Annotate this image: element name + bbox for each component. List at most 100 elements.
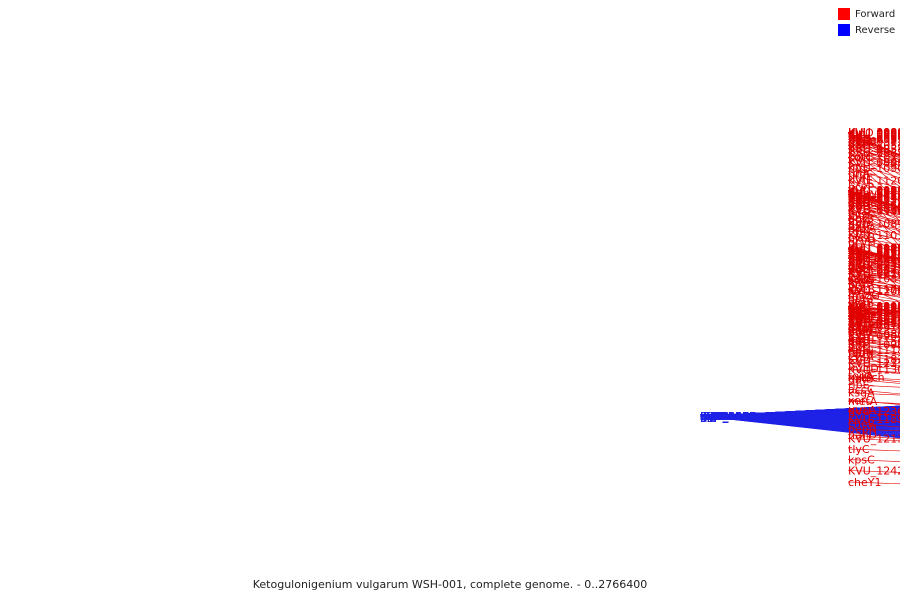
gene-label[interactable]: pntB — [700, 410, 726, 423]
gene-label[interactable]: KVU_1018 — [848, 131, 900, 144]
gene-label[interactable]: mnmA — [848, 133, 884, 146]
gene-label[interactable]: KVU_1013 — [848, 129, 900, 142]
gene-label[interactable]: KVU_0996 — [700, 410, 756, 423]
gene-label[interactable]: KVU_1212 — [700, 410, 756, 423]
gene-label[interactable]: KVU_0943 — [848, 308, 900, 321]
gene-label[interactable]: KVU_0935 — [700, 410, 756, 423]
gene-label[interactable]: sufS — [700, 410, 724, 423]
gene-label[interactable]: clpX — [700, 410, 724, 423]
gene-label[interactable]: KVU_1017 — [848, 188, 900, 201]
gene-label[interactable]: tlyC — [848, 443, 870, 456]
gene-label[interactable]: KVU_1208 — [848, 285, 900, 298]
gene-label[interactable]: cheY1 — [848, 476, 882, 489]
gene-label[interactable]: gcvT — [848, 290, 875, 303]
gene-label[interactable]: sufD — [848, 310, 873, 323]
gene-label[interactable]: hisI — [700, 410, 719, 423]
gene-label[interactable]: KVU_0909 — [848, 330, 900, 343]
gene-label[interactable]: xerC — [848, 394, 873, 407]
gene-label[interactable]: rpsI — [700, 410, 720, 423]
gene-label[interactable]: hmuT — [848, 325, 880, 338]
gene-label[interactable]: KVU_1130 — [848, 364, 900, 377]
gene-label[interactable]: KVU_1070 — [848, 320, 900, 333]
gene-label[interactable]: dnaG — [700, 410, 729, 423]
gene-label[interactable]: polC — [700, 410, 725, 423]
gene-label[interactable]: KVU_0953 — [848, 304, 900, 317]
gene-label[interactable]: KVU_1103 — [700, 410, 756, 423]
gene-label[interactable]: iunH — [848, 324, 873, 337]
gene-label[interactable]: KVU_1054 — [848, 256, 900, 269]
gene-label[interactable]: plsX — [848, 231, 872, 244]
gene-label[interactable]: KVU_1191 — [700, 410, 756, 423]
gene-label[interactable]: KVU_1006 — [848, 126, 900, 139]
gene-label[interactable]: KVU_0927 — [848, 314, 900, 327]
gene-label[interactable]: ddpB — [700, 410, 729, 423]
gene-label[interactable]: KVU_1242 — [848, 465, 900, 478]
gene-label[interactable]: KVU_1002 — [848, 244, 900, 257]
gene-label[interactable]: glcB — [700, 410, 724, 423]
gene-label[interactable]: KVU_1012 — [848, 186, 900, 199]
gene-label[interactable]: nlpE1 — [848, 252, 879, 265]
gene-label[interactable]: KVU_1138 — [700, 410, 756, 423]
gene-label[interactable]: KVU_1044 — [700, 410, 756, 423]
gene-label[interactable]: KVU_1060 — [700, 410, 756, 423]
gene-label[interactable]: ksgA — [848, 387, 875, 400]
gene-label[interactable]: lpsB — [848, 312, 871, 325]
gene-label[interactable]: hfq — [848, 161, 866, 174]
gene-label[interactable]: KVU_1072 — [700, 410, 756, 423]
gene-label[interactable]: KVU_1062 — [848, 203, 900, 216]
gene-label[interactable]: KVU_0944 — [848, 191, 900, 204]
gene-label[interactable]: KVU_0981 — [700, 410, 756, 423]
gene-label[interactable]: KVU_0916 — [848, 205, 900, 218]
gene-label[interactable]: KVU_1136 — [848, 204, 900, 217]
gene-label[interactable]: phrB — [848, 212, 874, 225]
gene-label[interactable]: KVU_1170 — [848, 283, 900, 296]
gene-label[interactable]: kdtA — [848, 262, 874, 275]
gene-label[interactable]: KVU_0907 — [700, 410, 756, 423]
gene-label[interactable]: KVU_1115 — [700, 410, 756, 423]
gene-label[interactable]: KVU_1154 — [700, 410, 756, 423]
gene-label[interactable]: KVU_1023 — [848, 247, 900, 260]
gene-label[interactable]: KVU_1082 — [700, 410, 756, 423]
gene-label[interactable]: KVU_1121 — [700, 410, 756, 423]
gene-label[interactable]: KVU_1058 — [700, 410, 756, 423]
gene-label[interactable]: KVU_1024 — [848, 190, 900, 203]
gene-label[interactable]: KVU_0925 — [848, 263, 900, 276]
gene-label[interactable]: KVU_1056 — [848, 199, 900, 212]
gene-label[interactable]: trgB — [700, 410, 723, 423]
gene-label[interactable]: KVU_0987 — [848, 301, 900, 314]
gene-label[interactable]: KVU_1248 — [700, 410, 756, 423]
gene-label[interactable]: pntA — [700, 410, 726, 423]
gene-label[interactable]: KVU_0997 — [700, 410, 756, 423]
gene-label[interactable]: KVU_1025 — [700, 410, 756, 423]
gene-label[interactable]: hipO — [848, 127, 874, 140]
gene-label[interactable]: KVU_0958 — [848, 249, 900, 262]
gene-label[interactable]: KVU_0979 — [700, 410, 756, 423]
gene-label[interactable]: KVU_1176 — [700, 410, 756, 423]
gene-label[interactable]: KVU_1063 — [700, 410, 756, 423]
gene-label[interactable]: KVU_0968 — [848, 129, 900, 142]
gene-label[interactable]: guaA — [848, 404, 877, 417]
gene-label[interactable]: oppD — [700, 410, 729, 423]
gene-label[interactable]: KVU_0966 — [848, 131, 900, 144]
gene-label[interactable]: kpsS — [848, 297, 874, 310]
gene-label[interactable]: sufC — [700, 410, 725, 423]
gene-label[interactable]: pepA — [700, 410, 729, 423]
gene-label[interactable]: qacE — [848, 139, 875, 152]
gene-label[interactable]: KVU_0964 — [700, 410, 756, 423]
gene-label[interactable]: KVU_1119 — [700, 410, 756, 423]
gene-label[interactable]: KVU_1199 — [700, 410, 756, 423]
gene-label[interactable]: codAb — [848, 318, 882, 331]
gene-label[interactable]: cheB — [700, 410, 727, 423]
gene-label[interactable]: smvA — [700, 410, 731, 423]
gene-label[interactable]: KVU_1071 — [848, 152, 900, 165]
gene-label[interactable]: hpt — [848, 292, 867, 305]
gene-label[interactable]: KVU_1014 — [848, 303, 900, 316]
gene-label[interactable]: cxp — [700, 410, 720, 423]
gene-label[interactable]: KVU_1043 — [700, 410, 756, 423]
gene-label[interactable]: KVU_1086 — [848, 328, 900, 341]
gene-label[interactable]: KVU_0970 — [848, 243, 900, 256]
gene-label[interactable]: KVU_1134 — [700, 410, 756, 423]
gene-label[interactable]: kpsC — [848, 454, 875, 467]
gene-label[interactable]: KVU_1079 — [700, 410, 756, 423]
gene-label[interactable]: KVU_1147 — [848, 265, 900, 278]
